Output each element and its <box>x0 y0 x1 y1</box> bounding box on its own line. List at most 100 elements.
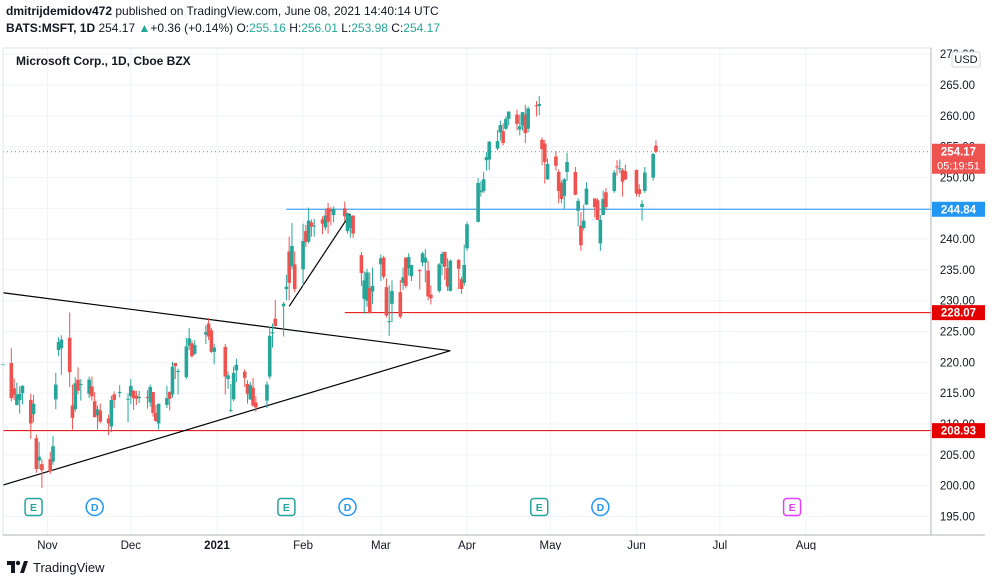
candle-body <box>640 203 644 208</box>
candle-body <box>190 343 194 357</box>
candle-body <box>367 287 372 314</box>
event-marker-label: D <box>91 502 99 514</box>
candle-body <box>131 390 136 399</box>
candle-body <box>154 412 158 421</box>
candle-body <box>312 225 316 227</box>
candle-body <box>465 224 469 249</box>
candle-body <box>204 332 208 335</box>
candle-body <box>209 330 214 352</box>
time-tick-label: Dec <box>121 540 142 550</box>
candle-body <box>304 231 308 243</box>
publish-text: published on TradingView.com, June 08, 2… <box>115 4 439 18</box>
candle-body <box>95 409 100 416</box>
candle-body <box>365 272 369 301</box>
candle-body <box>426 270 430 297</box>
ohlc-line: BATS:MSFT, 1D 254.17 ▲+0.36 (+0.14%) O:2… <box>6 21 440 35</box>
candle-body <box>53 384 58 400</box>
author-name[interactable]: dmitrijdemidov472 <box>6 4 113 18</box>
candle-body <box>156 403 161 424</box>
time-tick-label: Aug <box>796 540 816 550</box>
price-tick-label: 195.00 <box>940 512 975 524</box>
candle-body <box>545 163 550 180</box>
candle-body <box>595 200 600 220</box>
candle-body <box>637 189 642 195</box>
candle-body <box>106 418 111 424</box>
candle-body <box>370 285 375 292</box>
low-label: L: <box>341 21 352 35</box>
candle-body <box>87 379 91 394</box>
candle-body <box>267 335 272 377</box>
candle-body <box>137 396 141 399</box>
candle-body <box>226 375 230 380</box>
last-price-tag-box <box>932 143 985 174</box>
symbol-label: BATS:MSFT, 1D <box>6 21 96 35</box>
price-tick-label: 240.00 <box>940 234 975 246</box>
candle-body <box>37 456 41 461</box>
candle-body <box>326 208 330 222</box>
candle-body <box>51 446 55 462</box>
candle-body <box>70 405 75 418</box>
candle-body <box>481 179 486 192</box>
price-tick-label: 230.00 <box>940 296 975 308</box>
candle-body <box>173 363 178 367</box>
countdown-tag: 05:19:51 <box>937 161 980 173</box>
candle-body <box>170 366 175 395</box>
candle-body <box>615 166 619 168</box>
change-arrow-icon: ▲ <box>138 21 151 35</box>
price-tick-label: 200.00 <box>940 481 975 493</box>
candle-body <box>134 395 139 399</box>
time-tick-label: Mar <box>371 540 391 550</box>
price-tick-label: 260.00 <box>940 111 975 123</box>
candle-body <box>523 114 528 134</box>
candle-body <box>520 112 525 126</box>
price-axis[interactable] <box>931 48 985 535</box>
candle-body <box>406 256 411 269</box>
candle-body <box>206 323 211 337</box>
candle-body <box>554 156 558 166</box>
candle-body <box>381 257 386 277</box>
footer-brand[interactable]: TradingView <box>6 556 105 578</box>
change-value: +0.36 (+0.14%) <box>150 21 234 35</box>
candle-body <box>40 464 44 471</box>
close-label: C: <box>391 21 404 35</box>
open-value: 255.16 <box>249 21 286 35</box>
candle-body <box>67 337 72 373</box>
line-price-label-box <box>932 305 985 321</box>
candle-body <box>212 347 216 352</box>
candle-body <box>448 260 453 291</box>
candle-body <box>445 268 450 287</box>
candle-body <box>117 391 122 393</box>
currency-box[interactable] <box>951 51 981 68</box>
earnings-marker-icon <box>277 497 296 517</box>
candle-body <box>187 338 191 346</box>
candle-body <box>329 209 333 212</box>
candle-body <box>342 208 347 217</box>
candle-body <box>634 170 639 194</box>
tradingview-logo-icon <box>7 560 28 573</box>
candle-body <box>559 183 564 200</box>
candle-body <box>409 264 414 277</box>
candle-body <box>148 387 153 403</box>
candle-body <box>501 131 505 143</box>
candle-body <box>573 171 578 195</box>
event-marker-label: E <box>30 502 37 514</box>
candle-body <box>245 383 250 394</box>
candle-body <box>598 219 603 244</box>
candle-body <box>565 162 569 172</box>
candle-body <box>145 396 150 399</box>
trend-lines <box>2 213 451 486</box>
event-marker-label: E <box>789 502 796 514</box>
candle-body <box>379 258 383 265</box>
currency-label: USD <box>954 54 977 66</box>
candle-body <box>98 410 103 422</box>
price-labels: 244.84 228.07 208.93 254.17 05:19:51 <box>932 143 985 439</box>
earnings-marker-icon <box>529 497 549 517</box>
candle-body <box>109 399 114 427</box>
candle-body <box>401 277 405 283</box>
candle-body <box>31 403 36 415</box>
time-axis-ticks: Nov Dec 2021 Feb Mar Apr May Jun Jul Aug <box>37 540 816 550</box>
candle-body <box>223 346 228 377</box>
candle-body <box>654 145 658 152</box>
candle-body <box>423 257 428 263</box>
